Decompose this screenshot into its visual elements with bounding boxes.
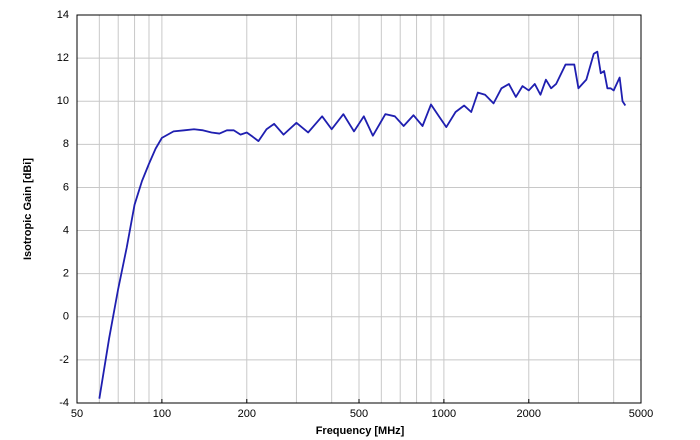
gain-line [98, 50, 627, 399]
y-tick-label: 2 [63, 268, 69, 280]
x-tick-label: 200 [238, 408, 256, 420]
y-tick-label: 14 [57, 9, 69, 21]
x-tick-label: 1000 [432, 408, 456, 420]
x-tick-label: 5000 [629, 408, 653, 420]
y-axis-title: Isotropic Gain [dBi] [22, 158, 34, 260]
y-tick-label: 0 [63, 311, 69, 323]
x-tick-label: 100 [153, 408, 171, 420]
y-tick-label: 6 [63, 181, 69, 193]
y-tick-label: -2 [59, 354, 69, 366]
x-tick-label: 50 [71, 408, 83, 420]
x-tick-label: 500 [350, 408, 368, 420]
y-tick-label: 12 [57, 52, 69, 64]
y-tick-label: 10 [57, 95, 69, 107]
x-axis-title: Frequency [MHz] [316, 425, 405, 437]
y-tick-label: -4 [59, 397, 69, 409]
y-tick-label: 8 [63, 138, 69, 150]
y-tick-label: 4 [63, 224, 69, 236]
x-tick-label: 2000 [517, 408, 541, 420]
plot-frame [76, 14, 642, 404]
